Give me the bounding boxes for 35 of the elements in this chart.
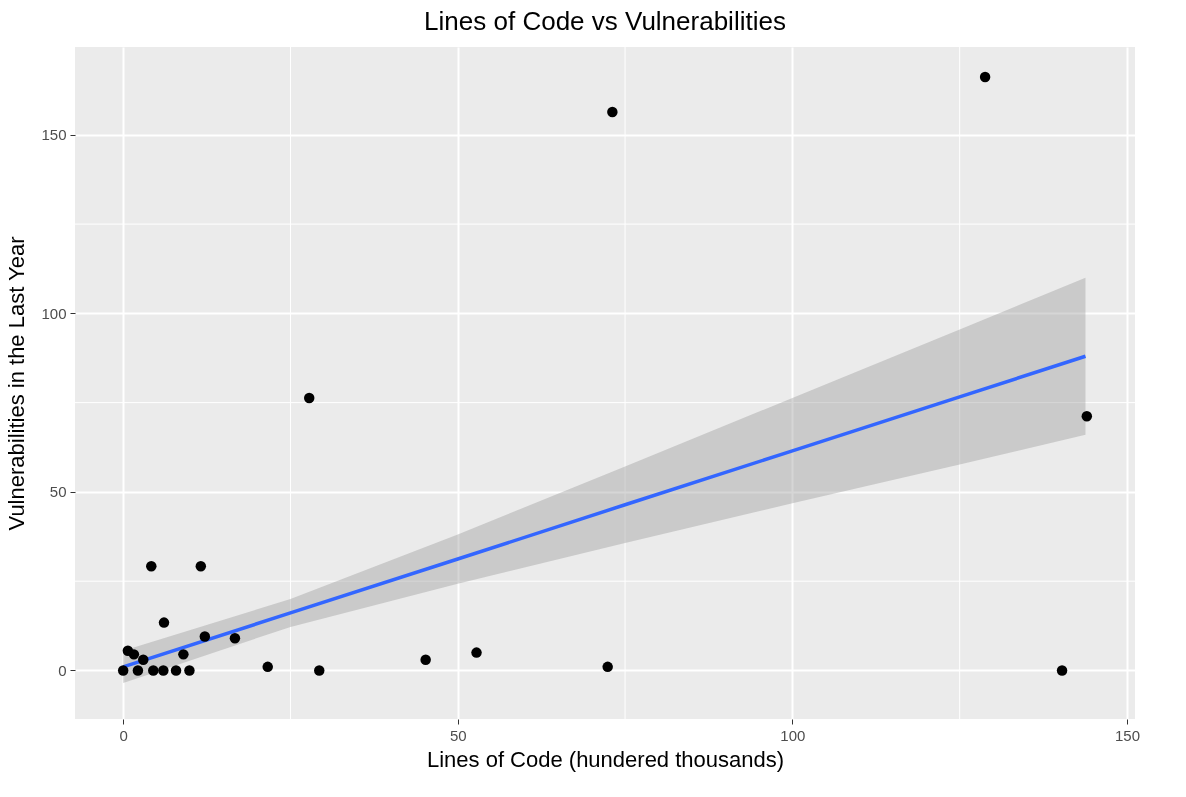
point bbox=[229, 633, 241, 644]
point bbox=[471, 647, 482, 658]
point bbox=[148, 665, 159, 676]
point bbox=[303, 392, 315, 404]
point bbox=[117, 665, 129, 676]
point bbox=[146, 560, 157, 572]
x-tick-label: 0 bbox=[119, 726, 128, 744]
point bbox=[199, 631, 211, 642]
point bbox=[132, 665, 144, 676]
point bbox=[170, 665, 182, 676]
x-tick-label: 50 bbox=[449, 726, 467, 744]
y-tick-label: 100 bbox=[41, 304, 67, 322]
point bbox=[607, 106, 618, 118]
point bbox=[138, 654, 149, 665]
point bbox=[184, 665, 195, 676]
point bbox=[128, 649, 140, 660]
point bbox=[195, 560, 207, 572]
x-axis-title: Lines of Code (hundered thousands) bbox=[426, 746, 785, 772]
x-tick-label: 100 bbox=[780, 726, 806, 744]
x-tick-label: 150 bbox=[1114, 726, 1140, 744]
point bbox=[314, 665, 325, 676]
point bbox=[1081, 410, 1093, 422]
y-tick-label: 150 bbox=[41, 126, 67, 144]
point bbox=[158, 665, 169, 676]
y-tick-label: 0 bbox=[58, 661, 67, 679]
point bbox=[178, 649, 189, 660]
point bbox=[602, 661, 613, 673]
point bbox=[979, 71, 991, 83]
point bbox=[1056, 665, 1068, 676]
point bbox=[262, 661, 273, 673]
y-axis-title: Vulnerabilities in the Last Year bbox=[4, 236, 30, 531]
y-tick-label: 50 bbox=[49, 483, 67, 501]
point bbox=[158, 617, 170, 628]
chart-title: Lines of Code vs Vulnerabilities bbox=[424, 5, 786, 36]
point bbox=[420, 654, 431, 665]
